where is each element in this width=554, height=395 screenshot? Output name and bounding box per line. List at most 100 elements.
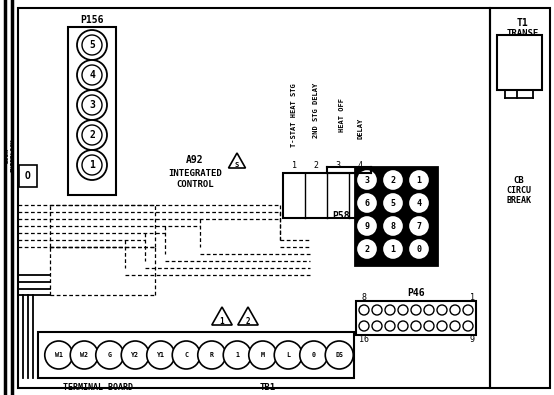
Circle shape (325, 341, 353, 369)
Circle shape (45, 341, 73, 369)
Text: 8: 8 (362, 293, 367, 301)
Circle shape (385, 305, 395, 315)
Text: O: O (25, 171, 31, 181)
Text: 8: 8 (391, 222, 396, 231)
Circle shape (372, 321, 382, 331)
Text: S: S (235, 162, 239, 168)
Text: TERMINAL BOARD: TERMINAL BOARD (63, 383, 133, 392)
Circle shape (411, 321, 421, 331)
Circle shape (274, 341, 302, 369)
Circle shape (172, 341, 200, 369)
Text: R: R (210, 352, 214, 358)
Text: 1: 1 (469, 293, 474, 301)
Text: 1: 1 (391, 245, 396, 254)
Circle shape (410, 240, 428, 258)
Text: 4: 4 (89, 70, 95, 80)
Text: 3: 3 (336, 161, 341, 170)
Circle shape (70, 341, 98, 369)
Circle shape (359, 305, 369, 315)
Text: 9: 9 (469, 335, 474, 344)
Text: 1: 1 (235, 352, 239, 358)
Circle shape (424, 305, 434, 315)
Circle shape (358, 240, 376, 258)
Text: 2: 2 (391, 175, 396, 184)
Circle shape (424, 321, 434, 331)
Circle shape (437, 305, 447, 315)
Text: DELAY: DELAY (357, 118, 363, 139)
Circle shape (372, 305, 382, 315)
Text: Y1: Y1 (157, 352, 165, 358)
Bar (490, 8, 550, 388)
Circle shape (96, 341, 124, 369)
Circle shape (147, 341, 175, 369)
Circle shape (82, 35, 102, 55)
Bar (356, 301, 476, 335)
Circle shape (359, 321, 369, 331)
Text: L: L (286, 352, 290, 358)
Text: 2: 2 (365, 245, 370, 254)
Text: 7: 7 (417, 222, 422, 231)
Text: A92: A92 (186, 155, 204, 165)
Text: 1: 1 (89, 160, 95, 170)
Text: 16: 16 (359, 335, 369, 344)
Text: 9: 9 (365, 222, 370, 231)
Text: 5: 5 (391, 199, 396, 207)
Circle shape (358, 194, 376, 212)
Circle shape (384, 171, 402, 189)
Text: W1: W1 (55, 352, 63, 358)
Text: TB1: TB1 (260, 383, 276, 392)
Text: CONTROL: CONTROL (176, 179, 214, 188)
Text: TRANSF: TRANSF (506, 28, 538, 38)
Circle shape (198, 341, 225, 369)
Circle shape (410, 171, 428, 189)
Circle shape (249, 341, 277, 369)
Circle shape (82, 155, 102, 175)
Circle shape (358, 171, 376, 189)
Circle shape (77, 60, 107, 90)
Circle shape (358, 217, 376, 235)
Circle shape (223, 341, 252, 369)
Text: 3: 3 (89, 100, 95, 110)
Circle shape (300, 341, 328, 369)
Bar (68, 27, 116, 195)
Text: T-STAT HEAT STG: T-STAT HEAT STG (291, 83, 297, 147)
Circle shape (411, 305, 421, 315)
Circle shape (450, 321, 460, 331)
Text: CB: CB (514, 175, 525, 184)
Text: M: M (261, 352, 265, 358)
Circle shape (82, 65, 102, 85)
Circle shape (385, 321, 395, 331)
Text: 2: 2 (245, 316, 250, 325)
Bar (355, 167, 437, 265)
Bar (18, 8, 490, 388)
Text: BREAK: BREAK (506, 196, 531, 205)
Text: DOOR
INTERLOCK: DOOR INTERLOCK (4, 138, 16, 172)
Circle shape (77, 150, 107, 180)
Bar (497, 35, 542, 90)
Circle shape (398, 305, 408, 315)
Text: 1: 1 (220, 316, 224, 325)
Text: P46: P46 (407, 288, 425, 298)
Text: INTEGRATED: INTEGRATED (168, 169, 222, 177)
Circle shape (77, 120, 107, 150)
Text: 0: 0 (417, 245, 422, 254)
Text: G: G (107, 352, 112, 358)
Text: W2: W2 (80, 352, 88, 358)
Text: 4: 4 (417, 199, 422, 207)
Bar (38, 332, 354, 378)
Text: T1: T1 (517, 18, 529, 28)
Text: 1: 1 (417, 175, 422, 184)
Text: 5: 5 (89, 40, 95, 50)
Circle shape (77, 90, 107, 120)
Text: 6: 6 (365, 199, 370, 207)
Circle shape (463, 321, 473, 331)
Bar (283, 173, 371, 218)
Circle shape (121, 341, 149, 369)
Text: Y2: Y2 (131, 352, 139, 358)
Text: 1: 1 (291, 161, 296, 170)
Text: P156: P156 (80, 15, 104, 25)
Text: 4: 4 (357, 161, 362, 170)
Circle shape (384, 217, 402, 235)
Text: 2ND STG DELAY: 2ND STG DELAY (313, 83, 319, 138)
Circle shape (384, 240, 402, 258)
